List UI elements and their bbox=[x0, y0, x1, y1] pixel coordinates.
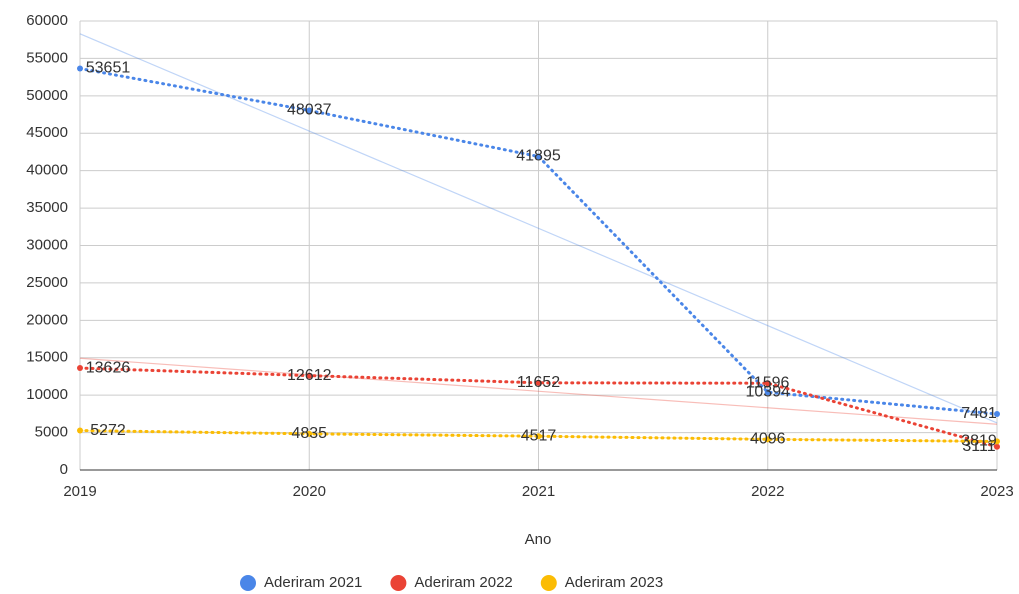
data-point bbox=[764, 436, 771, 443]
data-label: 12612 bbox=[287, 367, 332, 384]
data-label: 4096 bbox=[750, 431, 786, 448]
y-tick-label: 0 bbox=[60, 461, 68, 478]
trendline bbox=[79, 357, 998, 425]
data-label: 13626 bbox=[86, 359, 131, 376]
data-point bbox=[306, 372, 313, 379]
x-axis-label: Ano bbox=[525, 531, 552, 548]
data-label: 11596 bbox=[746, 374, 789, 391]
data-point bbox=[77, 365, 83, 372]
data-point bbox=[994, 411, 1000, 418]
data-point bbox=[535, 153, 542, 160]
data-label: 11652 bbox=[517, 374, 560, 391]
x-tick-label: 2023 bbox=[980, 483, 1013, 500]
legend-label: Aderiram 2022 bbox=[414, 574, 512, 591]
legend-label: Aderiram 2023 bbox=[565, 574, 663, 591]
y-tick-label: 30000 bbox=[26, 236, 68, 253]
y-tick-label: 50000 bbox=[26, 87, 68, 104]
data-label: 4517 bbox=[521, 427, 557, 444]
data-point bbox=[306, 430, 313, 437]
y-tick-label: 10000 bbox=[26, 386, 68, 403]
trendline bbox=[79, 33, 998, 424]
legend-label: Aderiram 2021 bbox=[264, 574, 362, 591]
data-point bbox=[994, 443, 1000, 450]
x-tick-label: 2021 bbox=[522, 483, 555, 500]
data-label: 3819 bbox=[961, 433, 997, 450]
y-tick-label: 35000 bbox=[26, 199, 68, 216]
legend-marker bbox=[540, 575, 557, 591]
data-point bbox=[764, 380, 771, 387]
y-tick-label: 25000 bbox=[26, 274, 68, 291]
series-line bbox=[78, 429, 999, 443]
y-tick-label: 45000 bbox=[26, 124, 68, 141]
data-label: 7481 bbox=[961, 405, 997, 422]
data-label: 41895 bbox=[516, 148, 561, 165]
y-tick-label: 55000 bbox=[26, 49, 68, 66]
x-tick-label: 2019 bbox=[63, 483, 96, 500]
data-point bbox=[535, 433, 542, 440]
y-tick-label: 20000 bbox=[26, 311, 68, 328]
data-point bbox=[994, 438, 1000, 445]
data-point bbox=[764, 389, 771, 396]
x-tick-label: 2020 bbox=[293, 483, 326, 500]
data-label: 4835 bbox=[291, 425, 327, 442]
data-point bbox=[535, 379, 542, 386]
data-label: 5272 bbox=[90, 422, 126, 439]
y-tick-label: 15000 bbox=[26, 349, 68, 366]
y-tick-label: 60000 bbox=[26, 12, 68, 29]
data-label: 48037 bbox=[287, 102, 332, 119]
data-point bbox=[306, 107, 313, 114]
data-point bbox=[77, 65, 83, 72]
legend-marker bbox=[240, 575, 256, 591]
y-tick-label: 40000 bbox=[26, 162, 68, 179]
x-tick-label: 2022 bbox=[751, 483, 784, 500]
series-line bbox=[78, 366, 999, 449]
y-tick-label: 5000 bbox=[35, 424, 68, 441]
legend-marker bbox=[390, 575, 407, 591]
data-label: 10394 bbox=[746, 383, 791, 400]
data-label: 53651 bbox=[86, 60, 131, 77]
data-point bbox=[77, 427, 83, 434]
